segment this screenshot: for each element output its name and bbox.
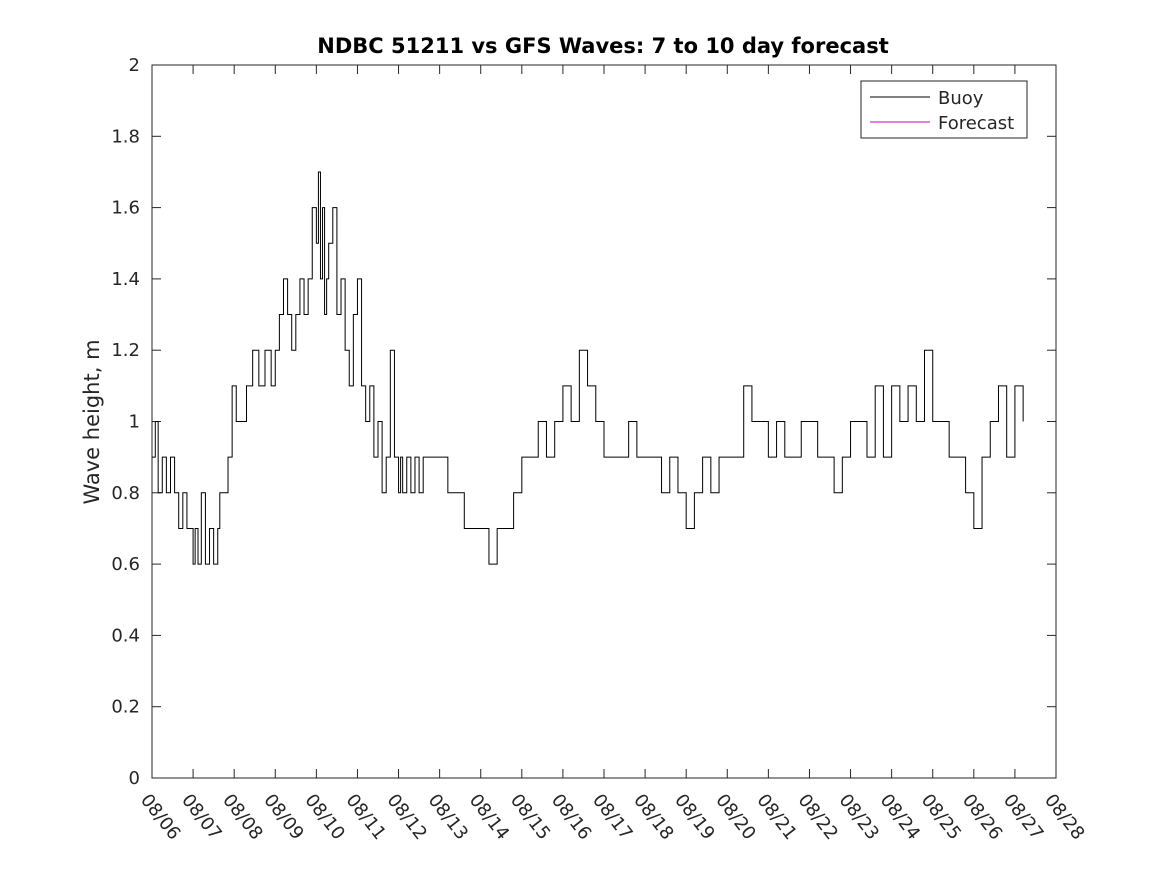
- y-tick-label: 0: [129, 768, 140, 789]
- y-tick-label: 0.8: [111, 483, 140, 504]
- y-tick-label: 1.8: [111, 126, 140, 147]
- y-tick-label: 2: [129, 55, 140, 76]
- y-tick-label: 1.6: [111, 198, 140, 219]
- y-tick-label: 1.4: [111, 269, 140, 290]
- chart-title: NDBC 51211 vs GFS Waves: 7 to 10 day for…: [317, 34, 888, 58]
- series-line-buoy: [152, 171, 1024, 565]
- y-tick-label: 1: [129, 412, 140, 433]
- legend-label-forecast: Forecast: [938, 113, 1014, 134]
- legend: Buoy Forecast: [860, 80, 1028, 139]
- y-tick-label: 0.2: [111, 697, 140, 718]
- y-axis-label: Wave height, m: [80, 339, 104, 504]
- y-tick-label: 0.4: [111, 625, 140, 646]
- series-layer: [152, 171, 1024, 565]
- y-tick-label: 0.6: [111, 554, 140, 575]
- legend-label-buoy: Buoy: [938, 88, 984, 109]
- y-tick-label: 1.2: [111, 340, 140, 361]
- y-axis-ticks: 0 0.2 0.4 0.6 0.8 1 1.2 1.4 1.6 1.8 2: [111, 55, 1056, 789]
- legend-box: [860, 80, 1028, 139]
